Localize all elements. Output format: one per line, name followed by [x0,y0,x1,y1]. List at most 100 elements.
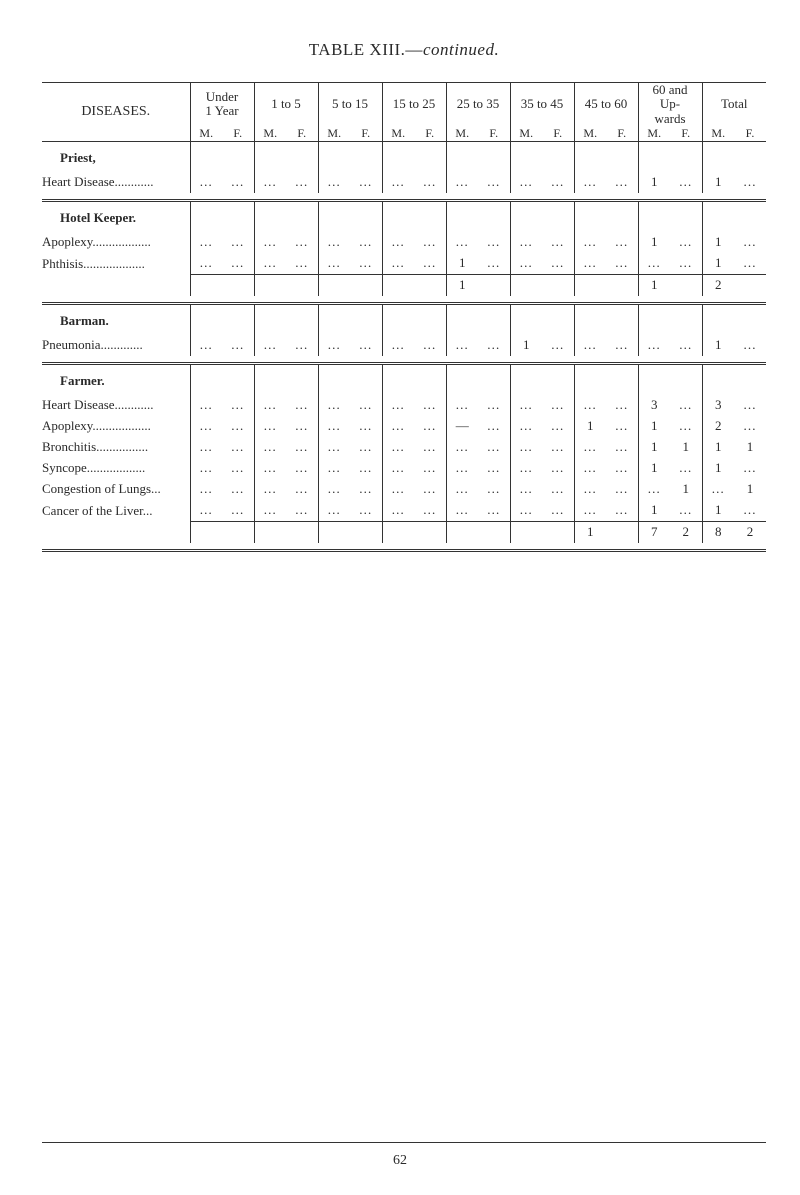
table-cell [542,142,574,172]
table-cell: … [286,395,318,416]
table-cell: … [318,500,350,522]
table-row: Cancer of the Liver...……………………………………1…1… [42,500,766,522]
table-cell [382,522,414,543]
table-cell: … [318,458,350,479]
table-row: Syncope..................……………………………………1… [42,458,766,479]
table-cell: 1 [574,522,606,543]
table-cell: … [350,437,382,458]
table-cell [382,275,414,296]
table-cell [222,522,254,543]
table-cell [190,142,222,172]
table-cell: … [510,395,542,416]
table-cell: 1 [702,458,734,479]
hdr-range-2: 5 to 15 [318,83,382,126]
table-cell: … [222,416,254,437]
table-cell: … [574,232,606,253]
table-cell: … [350,232,382,253]
table-cell: … [382,395,414,416]
table-cell [574,365,606,395]
table-cell [190,522,222,543]
table-cell: … [734,172,766,193]
table-cell: … [446,458,478,479]
table-cell: … [350,458,382,479]
table-cell [190,365,222,395]
table-cell [734,202,766,232]
table-cell: … [222,458,254,479]
table-cell: … [542,500,574,522]
table-title: TABLE XIII.—continued. [42,40,766,60]
table-cell [478,522,510,543]
table-cell [318,275,350,296]
header-ranges: DISEASES. Under 1 Year 1 to 5 5 to 15 15… [42,83,766,126]
table-cell [254,522,286,543]
table-cell: 1 [510,335,542,356]
table-cell: 2 [734,522,766,543]
table-cell: … [382,335,414,356]
table-cell: … [638,253,670,275]
table-cell [606,522,638,543]
table-cell: 1 [702,232,734,253]
table-cell: … [734,416,766,437]
table-cell: … [574,335,606,356]
table-cell [222,305,254,335]
table-cell: — [446,416,478,437]
table-cell: … [510,500,542,522]
table-row: Heart Disease............……………………………………3… [42,395,766,416]
table-cell [254,305,286,335]
table-cell: … [606,479,638,500]
disease-label: Heart Disease............ [42,172,190,193]
table-cell: … [510,232,542,253]
table-cell: … [478,416,510,437]
table-cell [510,142,542,172]
hdr-range-1: 1 to 5 [254,83,318,126]
disease-label: Congestion of Lungs... [42,479,190,500]
table-cell: … [574,395,606,416]
table-cell: … [414,437,446,458]
table-row: Apoplexy..................……………………—………1…… [42,416,766,437]
table-cell: … [734,232,766,253]
table-cell: … [606,335,638,356]
table-row: Apoplexy..................……………………………………… [42,232,766,253]
table-cell [670,305,702,335]
table-cell: … [638,335,670,356]
table-cell [574,275,606,296]
table-cell [190,202,222,232]
table-cell [350,142,382,172]
table-cell: … [382,479,414,500]
table-cell: … [478,500,510,522]
table-cell [318,305,350,335]
table-cell: … [190,500,222,522]
table-cell: … [190,232,222,253]
disease-label: Heart Disease............ [42,395,190,416]
table-cell: 1 [638,500,670,522]
table-cell [286,142,318,172]
table-cell: … [190,172,222,193]
page-number: 62 [393,1153,407,1168]
table-cell: … [254,500,286,522]
table-cell: … [670,500,702,522]
table-cell: … [318,416,350,437]
table-cell: … [670,395,702,416]
table-cell: … [382,500,414,522]
table-cell: … [542,335,574,356]
table-cell: … [542,395,574,416]
table-cell [510,305,542,335]
table-cell: 1 [638,416,670,437]
table-cell [734,275,766,296]
table-cell: … [446,232,478,253]
table-cell: … [670,232,702,253]
table-cell: 1 [638,232,670,253]
table-cell [734,142,766,172]
table-cell: … [446,500,478,522]
table-cell [702,305,734,335]
table-cell [574,202,606,232]
table-cell [606,365,638,395]
table-cell: … [350,395,382,416]
table-cell: … [574,172,606,193]
table-cell: … [574,458,606,479]
table-cell: … [222,232,254,253]
table-cell: … [734,458,766,479]
table-cell: … [286,232,318,253]
table-cell [350,522,382,543]
table-cell: … [446,395,478,416]
